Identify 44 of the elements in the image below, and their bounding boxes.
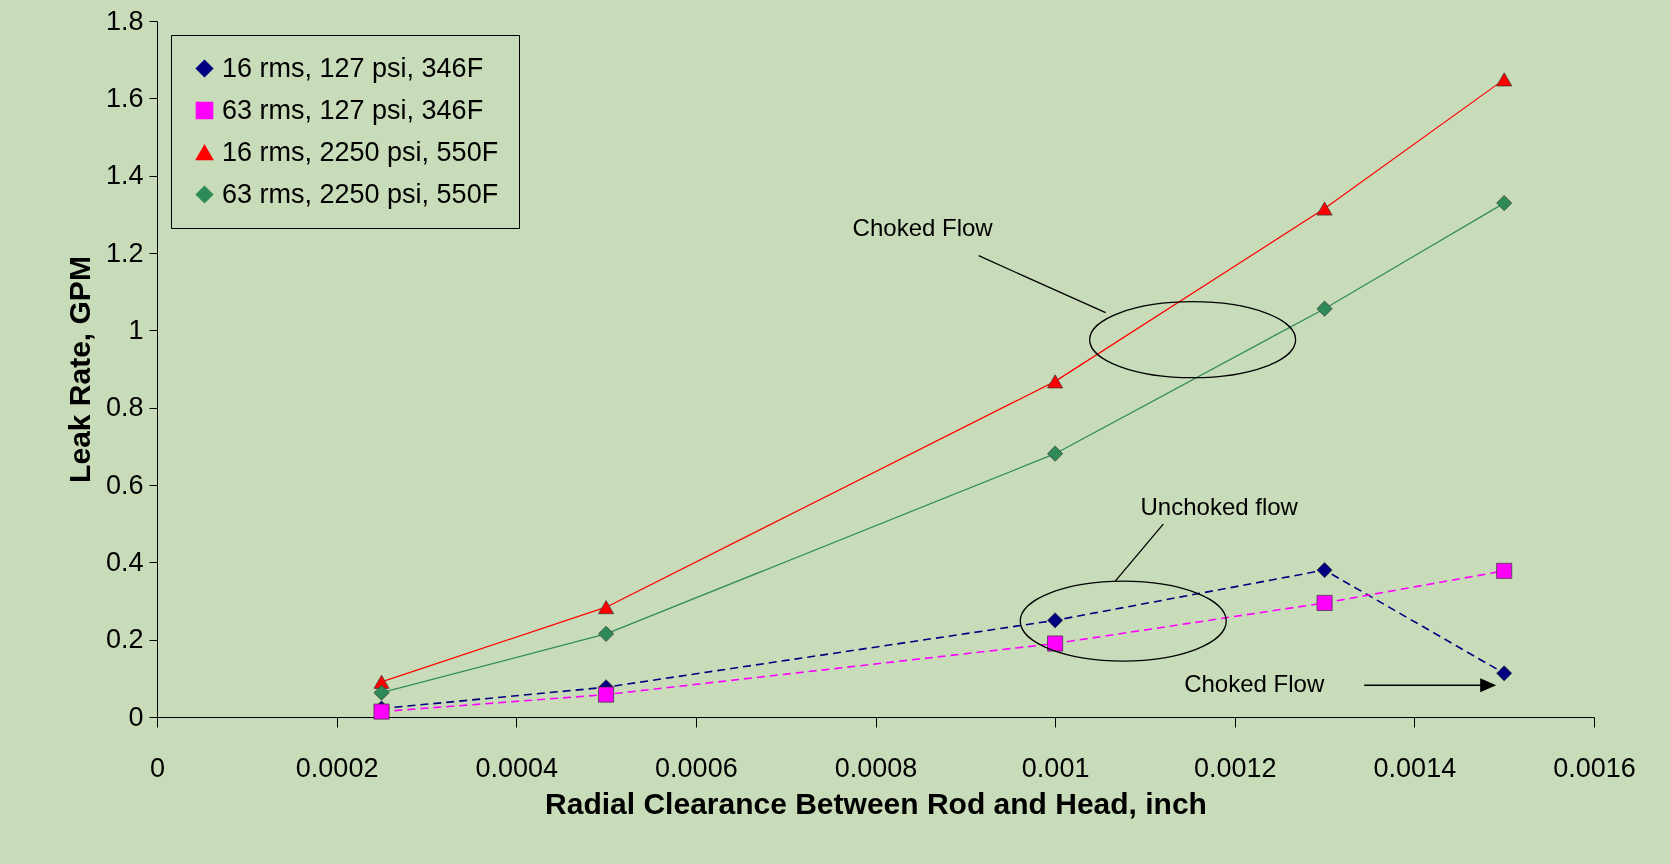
annotation: Choked Flow (852, 214, 994, 242)
x-tick-label: 0.0002 (295, 752, 379, 783)
annotation: Unchoked flow (1140, 493, 1299, 521)
point (598, 600, 614, 615)
x-tick-label: 0.0004 (475, 752, 559, 783)
y-tick-label: 0.6 (105, 469, 144, 500)
point (1316, 300, 1333, 317)
point (1316, 201, 1333, 216)
y-tick-label: 1.8 (105, 5, 144, 36)
point (1496, 195, 1513, 212)
point (1047, 612, 1064, 629)
point (598, 625, 614, 642)
x-tick-label: 0.0006 (655, 752, 738, 783)
point (1316, 562, 1333, 578)
x-axis-title: Radial Clearance Between Rod and Head, inch (545, 786, 1207, 820)
point (1496, 72, 1513, 87)
y-tick-label: 0.2 (105, 624, 144, 655)
y-tick-label: 1.2 (105, 237, 144, 268)
legend-label: 63 rms, 127 psi, 346F (222, 94, 484, 125)
point (1047, 374, 1064, 389)
x-tick-label: 0.0008 (834, 752, 918, 783)
annotation: Choked Flow (1184, 669, 1325, 697)
y-tick-label: 0.4 (105, 546, 144, 577)
y-tick-label: 0 (128, 701, 144, 732)
legend-label: 16 rms, 2250 psi, 550F (222, 136, 499, 167)
x-tick-label: 0.0012 (1193, 752, 1277, 783)
y-tick-label: 1 (128, 314, 144, 345)
y-axis-title: Leak Rate, GPM (62, 256, 96, 483)
x-tick-label: 0.0016 (1553, 752, 1636, 783)
x-tick-label: 0 (149, 752, 166, 783)
y-tick-label: 1.4 (105, 160, 144, 191)
point (1316, 595, 1333, 611)
point (1496, 665, 1513, 682)
legend-label: 16 rms, 127 psi, 346F (222, 52, 484, 83)
x-tick-label: 0.0014 (1373, 752, 1457, 783)
y-tick-label: 0.8 (105, 392, 144, 423)
x-tick-label: 0.001 (1021, 752, 1090, 783)
point (598, 686, 614, 703)
point (1496, 562, 1513, 579)
point (1047, 635, 1064, 652)
y-tick-label: 1.6 (105, 82, 144, 113)
point (373, 684, 390, 701)
legend-label: 63 rms, 2250 psi, 550F (222, 178, 499, 209)
point (1047, 445, 1064, 462)
